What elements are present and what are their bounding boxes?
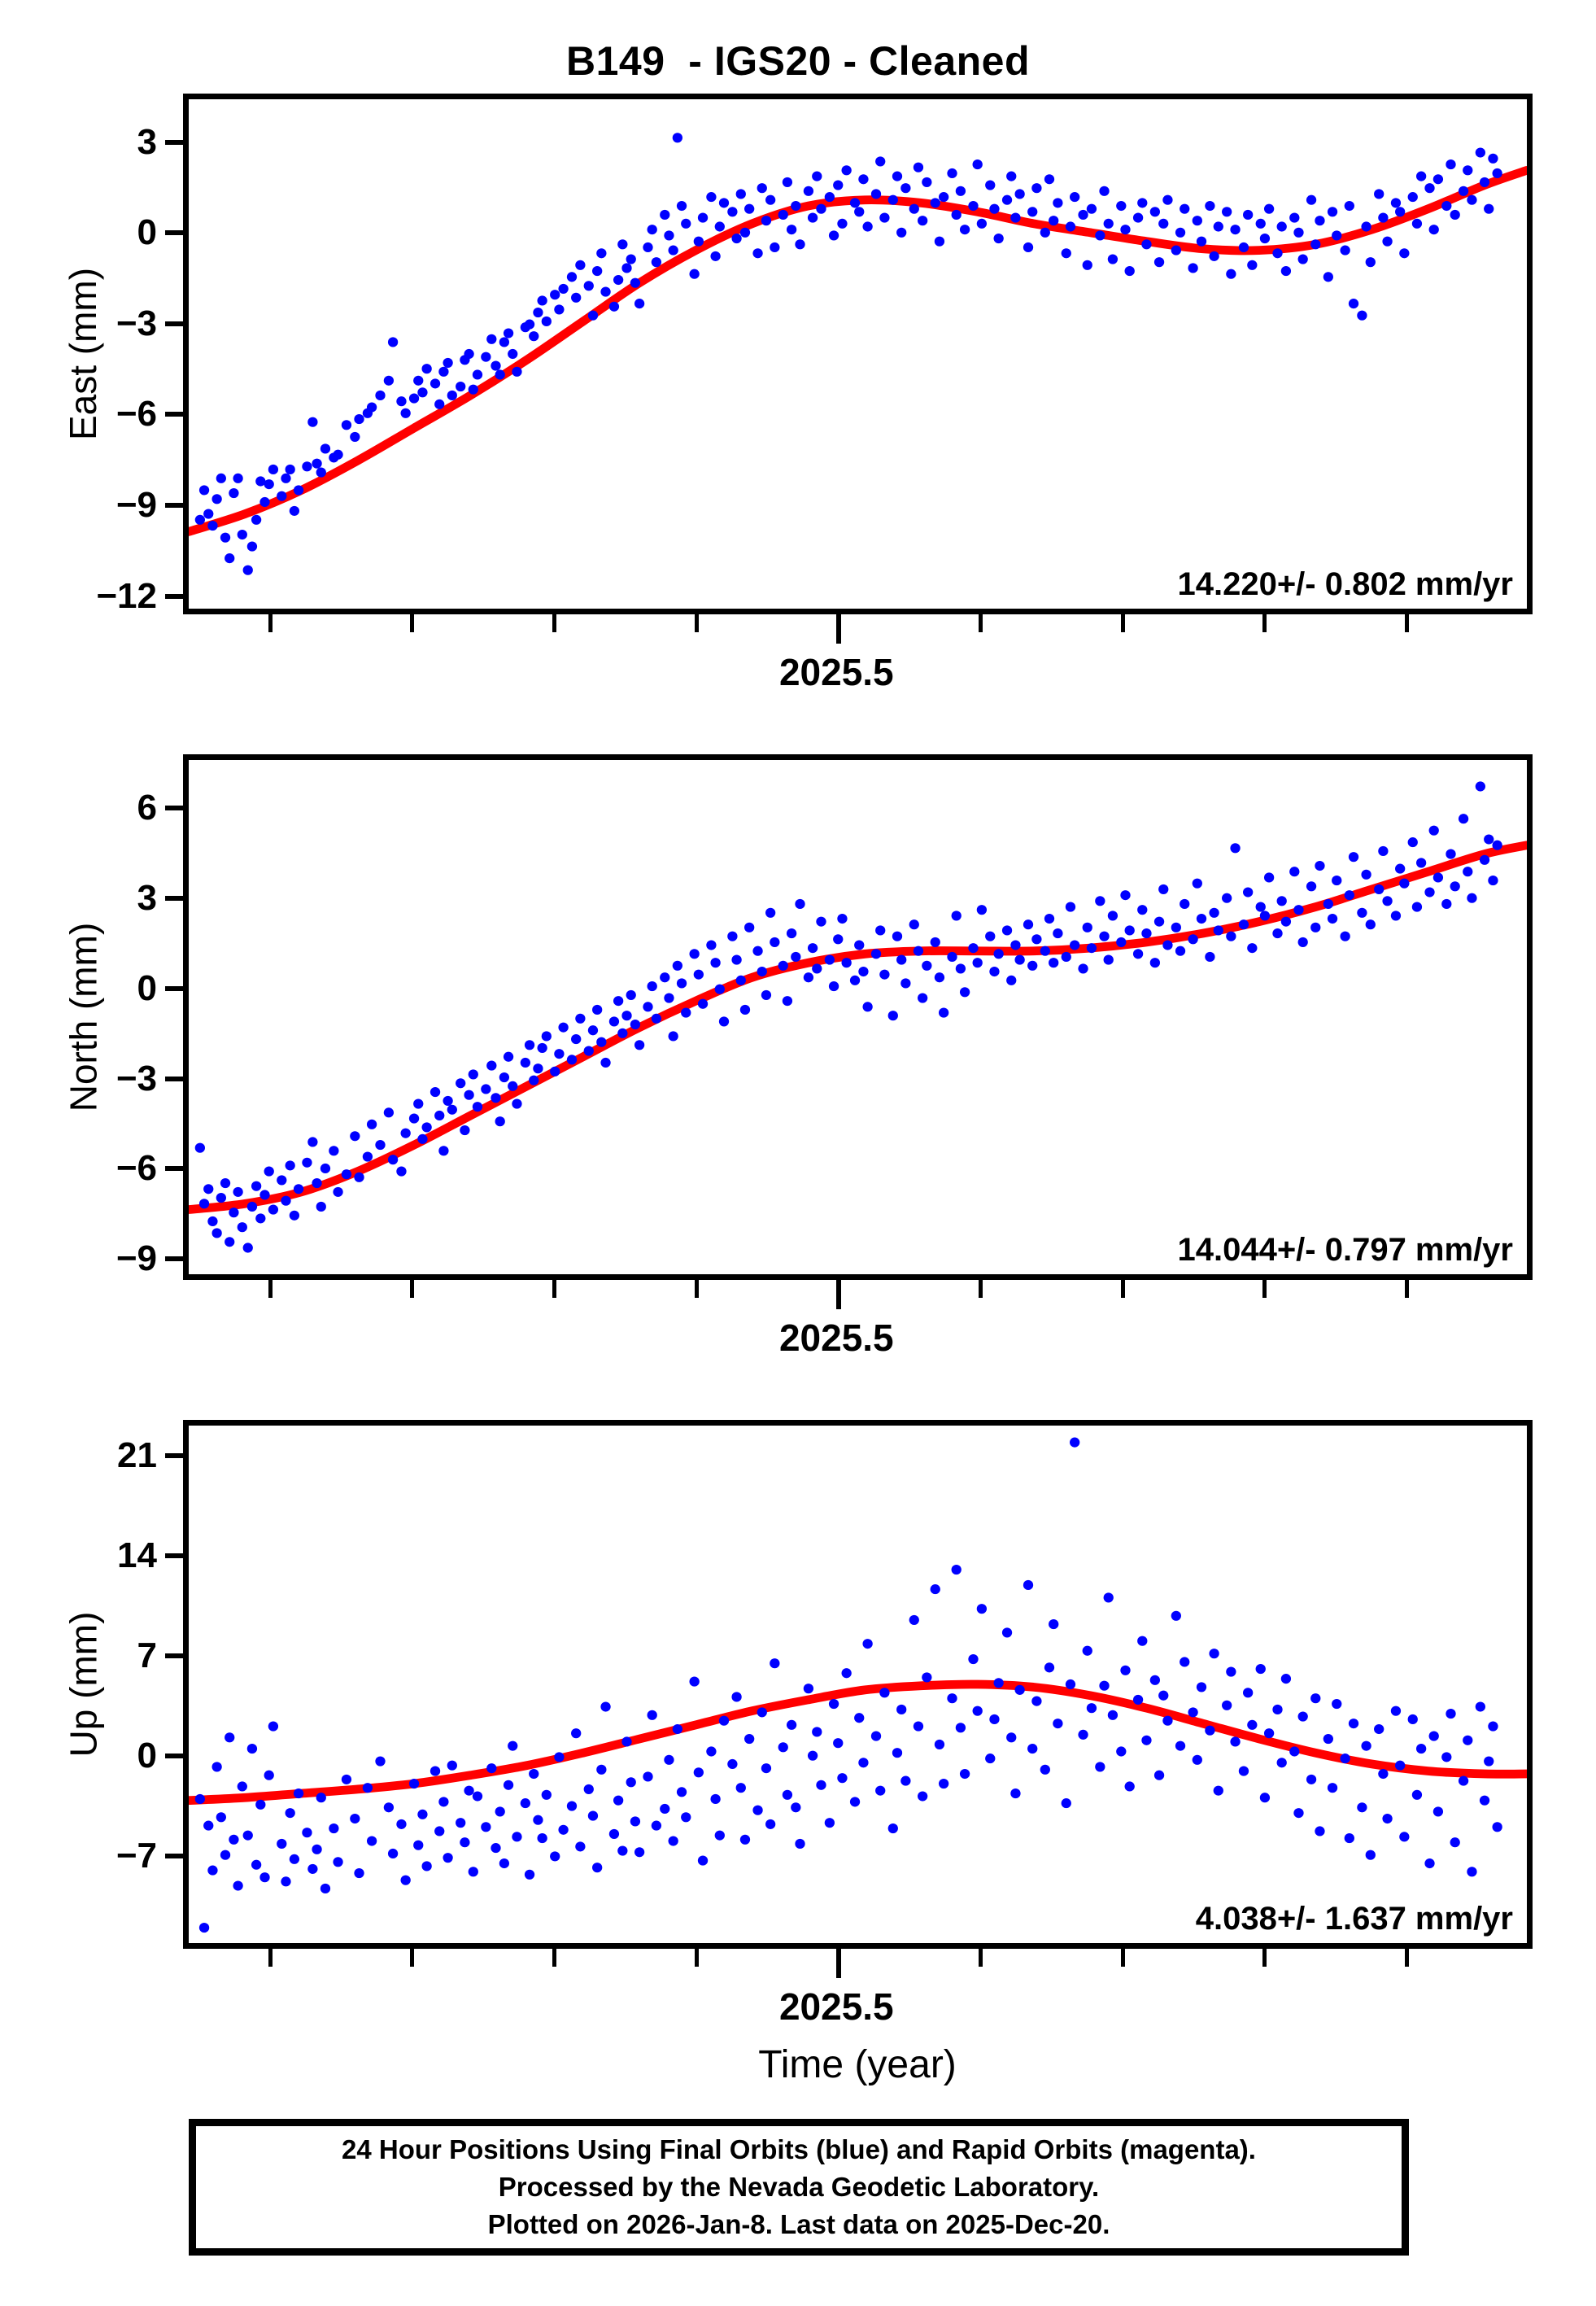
- y-tick-label-up-2: 7: [137, 1635, 157, 1675]
- y-tick-label-east-2: −3: [116, 303, 157, 343]
- panel-east: East (mm) 14.220+/- 0.802 mm/yr 3 0 −3 −6 −9…: [62, 94, 1533, 693]
- y-tick-north-5: [165, 1256, 183, 1262]
- y-tick-north-0: [165, 806, 183, 811]
- x-tick-north-5: [978, 1280, 983, 1298]
- y-tick-up-0: [165, 1452, 183, 1458]
- x-axis-title: Time (year): [758, 2043, 957, 2086]
- y-tick-label-north-3: −3: [116, 1058, 157, 1098]
- y-axis-title-up: Up (mm): [61, 1611, 104, 1758]
- x-tick-north-4: [836, 1280, 842, 1309]
- y-tick-east-1: [165, 230, 183, 236]
- y-tick-up-1: [165, 1553, 183, 1558]
- panel-north: North (mm) 14.044+/- 0.797 mm/yr 6 3 0 −3 −6…: [62, 754, 1533, 1359]
- x-tick-east-1: [410, 614, 415, 632]
- y-axis-title-north: North (mm): [61, 922, 104, 1112]
- caption-line-2: Processed by the Nevada Geodetic Laborat…: [498, 2172, 1100, 2202]
- scatter-plot-east: [189, 133, 1527, 575]
- y-tick-label-up-1: 14: [117, 1535, 157, 1575]
- plot-area-north: [183, 754, 1533, 1280]
- panel-up: Up (mm) 4.038+/- 1.637 mm/yr 21 14 7 0 −7 202…: [62, 1420, 1533, 2028]
- x-tick-up-7: [1262, 1949, 1267, 1967]
- x-tick-north-8: [1404, 1280, 1409, 1298]
- scatter-plot-north: [189, 781, 1527, 1253]
- x-tick-label-east: 2025.5: [778, 651, 894, 693]
- y-tick-label-up-4: −7: [116, 1835, 157, 1876]
- y-tick-east-2: [165, 321, 183, 326]
- x-tick-north-3: [694, 1280, 699, 1298]
- x-tick-up-2: [552, 1949, 557, 1967]
- y-tick-north-4: [165, 1166, 183, 1172]
- y-tick-label-east-3: −6: [116, 394, 157, 435]
- y-tick-east-5: [165, 593, 183, 599]
- y-tick-up-2: [165, 1653, 183, 1658]
- y-tick-label-east-4: −9: [116, 485, 157, 526]
- y-tick-up-3: [165, 1753, 183, 1758]
- rate-annotation-up: 4.038+/- 1.637 mm/yr: [1195, 1901, 1513, 1937]
- y-tick-north-2: [165, 985, 183, 991]
- plot-area-up: [183, 1420, 1533, 1949]
- x-tick-label-north: 2025.5: [778, 1317, 894, 1359]
- caption-line-1: 24 Hour Positions Using Final Orbits (bl…: [342, 2134, 1256, 2164]
- y-tick-label-up-0: 21: [117, 1435, 157, 1475]
- data-points-east: [194, 133, 1502, 575]
- rate-annotation-east: 14.220+/- 0.802 mm/yr: [1177, 566, 1513, 602]
- y-tick-label-north-1: 3: [137, 878, 157, 919]
- y-tick-up-4: [165, 1853, 183, 1858]
- x-tick-north-7: [1262, 1280, 1267, 1298]
- x-tick-up-5: [978, 1949, 983, 1967]
- x-tick-up-1: [410, 1949, 415, 1967]
- y-tick-label-north-0: 6: [137, 788, 157, 828]
- x-tick-up-8: [1404, 1949, 1409, 1967]
- x-tick-east-2: [552, 614, 557, 632]
- x-tick-east-5: [978, 614, 983, 632]
- y-tick-label-up-3: 0: [137, 1735, 157, 1775]
- x-tick-up-3: [694, 1949, 699, 1967]
- x-tick-up-0: [268, 1949, 273, 1967]
- x-tick-east-7: [1262, 614, 1267, 632]
- scatter-plot-up: [189, 1437, 1527, 1933]
- caption-box: 24 Hour Positions Using Final Orbits (bl…: [189, 2119, 1409, 2256]
- y-tick-label-east-5: −12: [96, 575, 157, 616]
- y-tick-east-3: [165, 412, 183, 417]
- y-tick-label-north-4: −6: [116, 1148, 157, 1189]
- y-tick-label-east-1: 0: [137, 212, 157, 253]
- y-tick-east-0: [165, 139, 183, 145]
- x-tick-north-6: [1120, 1280, 1125, 1298]
- y-tick-east-4: [165, 503, 183, 509]
- x-tick-north-1: [410, 1280, 415, 1298]
- x-tick-east-6: [1120, 614, 1125, 632]
- x-tick-north-2: [552, 1280, 557, 1298]
- page-title: B149 - IGS20 - Cleaned: [565, 38, 1031, 84]
- y-tick-north-1: [165, 896, 183, 902]
- x-tick-east-8: [1404, 614, 1409, 632]
- x-tick-up-4: [836, 1949, 842, 1978]
- rate-annotation-north: 14.044+/- 0.797 mm/yr: [1177, 1232, 1513, 1268]
- y-tick-label-north-5: −9: [116, 1238, 157, 1279]
- x-tick-east-0: [268, 614, 273, 632]
- y-tick-label-east-0: 3: [137, 121, 157, 162]
- data-points-north: [194, 781, 1502, 1253]
- x-tick-north-0: [268, 1280, 273, 1298]
- x-tick-label-up: 2025.5: [778, 1985, 894, 2028]
- x-tick-east-4: [836, 614, 842, 644]
- y-axis-title-east: East (mm): [62, 267, 105, 441]
- data-points-up: [194, 1437, 1502, 1933]
- caption-line-3: Plotted on 2026-Jan-8. Last data on 2025…: [487, 2209, 1110, 2239]
- x-tick-up-6: [1120, 1949, 1125, 1967]
- y-tick-north-3: [165, 1076, 183, 1081]
- plot-area-east: [183, 94, 1533, 614]
- y-tick-label-north-2: 0: [137, 967, 157, 1008]
- trend-line-east: [189, 165, 1527, 536]
- x-tick-east-3: [694, 614, 699, 632]
- trend-line-north: [189, 841, 1527, 1214]
